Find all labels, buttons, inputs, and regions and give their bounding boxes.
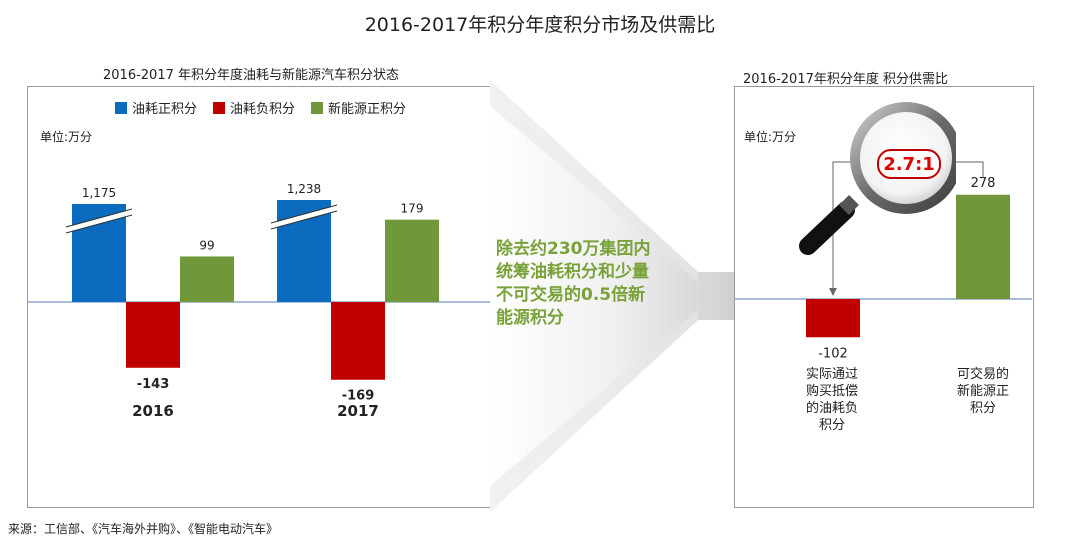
legend-swatch — [213, 101, 226, 114]
legend-item-oil-negative: 油耗负积分 — [213, 98, 295, 117]
axis-break-line — [65, 214, 133, 234]
data-label: 99 — [199, 238, 214, 252]
middle-note: 除去约230万集团内统筹油耗积分和少量不可交易的0.5倍新能源积分 — [496, 239, 651, 328]
bar-2017-1 — [331, 302, 385, 380]
connector-arrow — [829, 288, 837, 296]
legend-item-oil-positive: 油耗正积分 — [115, 98, 197, 117]
bar-2016-1 — [126, 302, 180, 368]
bar-supply-demand-1 — [956, 194, 1010, 299]
data-label: -143 — [137, 377, 170, 392]
ratio-badge: 2.7:1 — [877, 149, 941, 179]
source-note: 来源：工信部、《汽车海外并购》、《智能电动汽车》 — [8, 522, 279, 536]
year-label: 2016 — [132, 402, 174, 420]
funnel-shape — [490, 80, 736, 512]
left-chart-svg: 1,175 -143 99 2016 1,238 -169 179 2017 — [27, 182, 490, 420]
data-label: 179 — [401, 202, 424, 216]
caption-line: 积分 — [969, 401, 996, 416]
magnifier-icon — [799, 102, 956, 255]
legend-swatch — [311, 101, 324, 114]
data-label: -102 — [818, 346, 848, 361]
legend-swatch — [115, 101, 127, 114]
legend-item-nev-positive: 新能源正积分 — [311, 98, 406, 117]
caption-nev-positive: 可交易的新能源正积分 — [938, 366, 1028, 417]
year-label: 2017 — [337, 402, 379, 420]
bar-2017-2 — [385, 219, 439, 302]
caption-line: 可交易的 — [956, 367, 1009, 382]
caption-line: 购买抵偿 — [805, 384, 858, 399]
data-label: 1,175 — [82, 186, 116, 200]
axis-break-line — [270, 204, 338, 224]
axis-break-mark — [270, 205, 338, 229]
caption-oil-negative: 实际通过购买抵偿的油耗负积分 — [787, 366, 877, 434]
data-label: 278 — [971, 176, 996, 191]
axis-break-mark — [65, 209, 133, 233]
main-title: 2016-2017年积分年度积分市场及供需比 — [364, 14, 716, 36]
right-unit-label: 单位:万分 — [744, 130, 797, 144]
bar-supply-demand-0 — [806, 299, 860, 338]
right-chart-svg: -102 278 — [734, 161, 1032, 361]
right-panel-title: 2016-2017年积分年度 积分供需比 — [743, 72, 948, 87]
legend-label: 油耗正积分 — [132, 102, 198, 117]
axis-break-line — [65, 208, 133, 228]
caption-line: 积分 — [818, 418, 845, 433]
caption-line: 的油耗负 — [805, 401, 858, 416]
legend-label: 新能源正积分 — [328, 102, 407, 117]
legend-label: 油耗负积分 — [230, 102, 296, 117]
caption-line: 实际通过 — [805, 367, 858, 382]
data-label: 1,238 — [287, 182, 321, 196]
left-panel-title: 2016-2017 年积分年度油耗与新能源汽车积分状态 — [103, 68, 399, 83]
left-unit-label: 单位:万分 — [40, 130, 93, 144]
ratio-value: 2.7:1 — [883, 153, 935, 175]
data-label: -169 — [342, 389, 375, 404]
bar-2016-2 — [180, 256, 234, 302]
legend: 油耗正积分 油耗负积分 新能源正积分 — [115, 98, 406, 117]
axis-break-line — [270, 210, 338, 230]
caption-line: 新能源正 — [956, 384, 1009, 399]
